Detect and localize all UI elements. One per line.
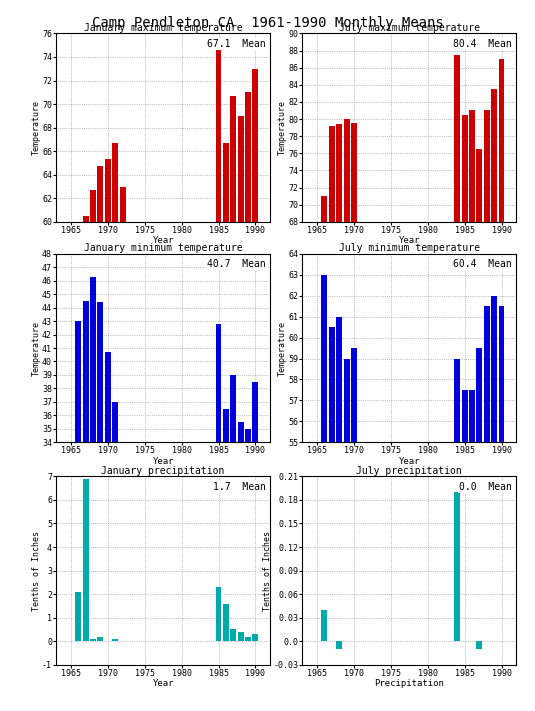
Title: January precipitation: January precipitation <box>102 466 225 476</box>
Bar <box>462 114 468 711</box>
Bar <box>97 302 103 711</box>
Bar <box>336 124 342 711</box>
Bar <box>216 324 221 711</box>
Text: 1.7  Mean: 1.7 Mean <box>213 482 266 492</box>
Bar <box>112 143 118 711</box>
Bar <box>477 641 483 649</box>
Bar <box>351 123 357 711</box>
Bar <box>462 390 468 711</box>
Bar <box>231 629 236 641</box>
Y-axis label: Temperature: Temperature <box>32 100 41 155</box>
X-axis label: Year: Year <box>152 679 174 688</box>
Y-axis label: Temperature: Temperature <box>278 100 287 155</box>
Bar <box>253 634 258 641</box>
X-axis label: Precipitation: Precipitation <box>374 679 444 688</box>
Title: July maximum temperature: July maximum temperature <box>339 23 480 33</box>
Y-axis label: Tenths of Inches: Tenths of Inches <box>263 530 272 611</box>
Bar <box>112 639 118 641</box>
Bar <box>83 479 89 641</box>
Bar <box>322 610 327 641</box>
Bar <box>329 126 335 711</box>
Bar <box>469 110 475 711</box>
Bar <box>238 632 243 641</box>
Bar <box>75 321 81 711</box>
Bar <box>90 277 96 711</box>
Bar <box>454 492 460 641</box>
Bar <box>105 159 111 711</box>
Bar <box>245 429 251 711</box>
Title: July precipitation: July precipitation <box>356 466 462 476</box>
Bar <box>245 92 251 711</box>
Bar <box>231 96 236 711</box>
Bar <box>238 116 243 711</box>
Bar <box>105 352 111 711</box>
Bar <box>223 143 229 711</box>
X-axis label: Year: Year <box>152 456 174 466</box>
Text: 0.0  Mean: 0.0 Mean <box>459 482 512 492</box>
Bar <box>253 382 258 711</box>
Bar <box>97 636 103 641</box>
Bar <box>97 166 103 711</box>
Bar <box>336 641 342 649</box>
Bar <box>491 296 497 711</box>
Bar <box>238 422 243 711</box>
Bar <box>322 196 327 711</box>
Text: Camp Pendleton CA  1961-1990 Monthly Means: Camp Pendleton CA 1961-1990 Monthly Mean… <box>91 16 444 30</box>
Bar <box>499 59 505 711</box>
Bar <box>469 390 475 711</box>
Title: January minimum temperature: January minimum temperature <box>84 243 242 253</box>
Bar <box>83 301 89 711</box>
Bar <box>223 604 229 641</box>
Bar <box>351 348 357 711</box>
Bar <box>245 636 251 641</box>
Y-axis label: Temperature: Temperature <box>32 321 41 375</box>
Y-axis label: Temperature: Temperature <box>278 321 287 375</box>
Bar <box>231 375 236 711</box>
Bar <box>484 306 490 711</box>
Bar <box>454 55 460 711</box>
Bar <box>90 639 96 641</box>
Bar <box>83 216 89 711</box>
Bar <box>223 409 229 711</box>
X-axis label: Year: Year <box>399 236 420 245</box>
Bar <box>477 348 483 711</box>
Bar <box>112 402 118 711</box>
Bar <box>120 186 126 711</box>
Bar <box>253 69 258 711</box>
Bar <box>484 110 490 711</box>
X-axis label: Year: Year <box>152 236 174 245</box>
Text: 60.4  Mean: 60.4 Mean <box>453 260 512 269</box>
Bar <box>499 306 505 711</box>
Bar <box>322 274 327 711</box>
Bar <box>216 39 221 711</box>
Bar <box>491 89 497 711</box>
Text: 67.1  Mean: 67.1 Mean <box>207 39 266 49</box>
Bar <box>329 327 335 711</box>
Bar <box>216 587 221 641</box>
Y-axis label: Tenths of Inches: Tenths of Inches <box>32 530 41 611</box>
Bar <box>477 149 483 711</box>
Text: 40.7  Mean: 40.7 Mean <box>207 260 266 269</box>
Bar <box>75 592 81 641</box>
Bar <box>336 316 342 711</box>
Bar <box>454 358 460 711</box>
X-axis label: Year: Year <box>399 456 420 466</box>
Bar <box>343 358 349 711</box>
Title: January maximum temperature: January maximum temperature <box>84 23 242 33</box>
Text: 80.4  Mean: 80.4 Mean <box>453 39 512 49</box>
Title: July minimum temperature: July minimum temperature <box>339 243 480 253</box>
Bar <box>90 190 96 711</box>
Bar <box>343 119 349 711</box>
